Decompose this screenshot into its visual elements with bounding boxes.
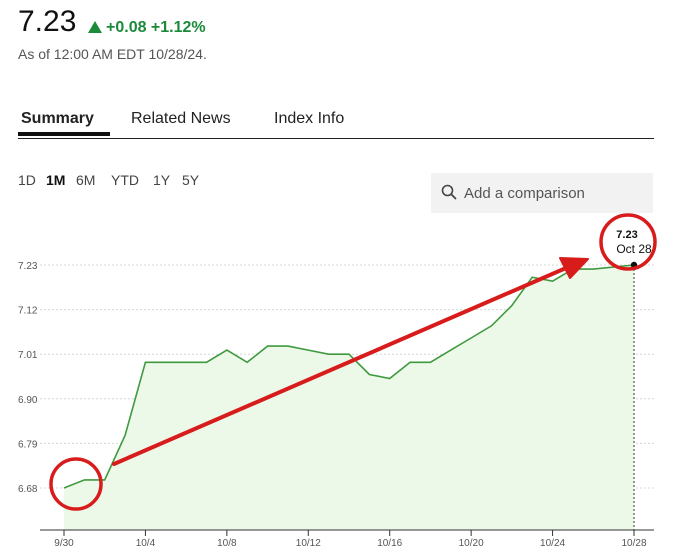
range-6m[interactable]: 6M: [76, 172, 96, 188]
tab-index-info[interactable]: Index Info: [274, 110, 345, 127]
as-of-timestamp: As of 12:00 AM EDT 10/28/24.: [18, 46, 207, 62]
tab-bar: Summary Related News Index Info: [18, 104, 654, 139]
tab-summary[interactable]: Summary: [21, 110, 94, 127]
x-tick-label: 10/24: [540, 538, 565, 549]
x-axis-ticks: 9/30 10/4 10/8 10/12 10/16 10/20 10/24 10/28: [54, 530, 647, 549]
add-comparison-label: Add a comparison: [464, 185, 585, 202]
price-change: +0.08 +1.12%: [88, 18, 206, 38]
tooltip-value: 7.23: [616, 229, 637, 241]
active-tab-indicator: [18, 132, 110, 136]
up-triangle-icon: [88, 21, 102, 33]
y-axis-labels: 6.68 6.79 6.90 7.01 7.12 7.23: [18, 261, 38, 495]
y-tick-label: 6.79: [18, 439, 38, 450]
annotation-arrow-shaft: [112, 266, 568, 466]
annotation-circle-start: [49, 457, 103, 511]
y-tick-label: 7.23: [18, 261, 38, 272]
x-tick-label: 10/20: [459, 538, 484, 549]
current-price: 7.23: [18, 5, 77, 38]
x-tick-label: 10/12: [296, 538, 321, 549]
range-ytd[interactable]: YTD: [111, 172, 139, 188]
x-tick-label: 10/4: [136, 538, 156, 549]
y-tick-label: 6.68: [18, 484, 38, 495]
price-area-fill: [64, 265, 634, 530]
price-line: [63, 264, 635, 489]
x-tick-label: 9/30: [54, 538, 74, 549]
annotation-circle-end: [599, 213, 657, 271]
range-1m[interactable]: 1M: [46, 172, 66, 188]
tooltip-date: Oct 28: [616, 242, 652, 256]
x-tick-label: 10/16: [377, 538, 402, 549]
range-1d[interactable]: 1D: [18, 172, 36, 188]
y-tick-label: 7.01: [18, 350, 38, 361]
y-tick-label: 7.12: [18, 306, 38, 317]
y-tick-label: 6.90: [18, 395, 38, 406]
price-change-text: +0.08 +1.12%: [106, 19, 206, 36]
add-comparison-button[interactable]: Add a comparison: [431, 173, 653, 213]
x-tick-label: 10/8: [217, 538, 237, 549]
tab-related-news[interactable]: Related News: [131, 110, 231, 127]
range-5y[interactable]: 5Y: [182, 172, 200, 188]
range-1y[interactable]: 1Y: [153, 172, 171, 188]
x-tick-label: 10/28: [621, 538, 646, 549]
search-icon: [441, 184, 457, 205]
annotation-markup: [49, 213, 657, 511]
annotation-arrow-head: [559, 257, 589, 279]
